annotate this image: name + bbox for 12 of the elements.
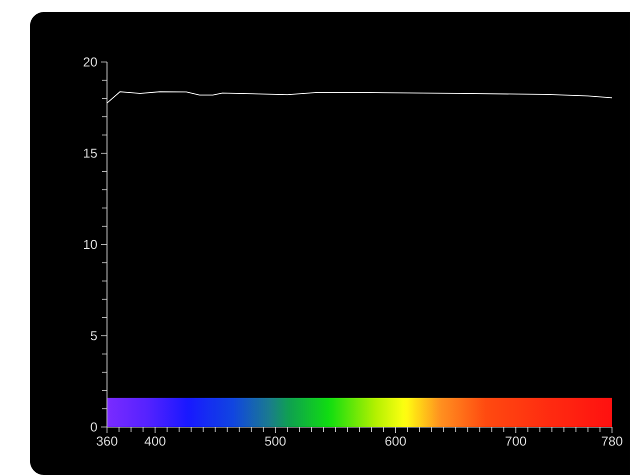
y-tick-label: 15 [84, 148, 97, 158]
x-tick-label: 700 [506, 436, 526, 446]
x-tick-label: 600 [385, 436, 406, 446]
y-tick-label: 0 [90, 422, 97, 432]
y-tick-label: 10 [84, 240, 97, 250]
x-tick-label: 400 [144, 436, 166, 446]
x-tick-label: 780 [602, 436, 622, 446]
y-tick-label: 20 [84, 57, 97, 67]
x-tick-label: 360 [96, 436, 118, 446]
x-tick-label: 500 [265, 436, 286, 446]
y-tick-label: 5 [90, 331, 97, 340]
line-series [106, 91, 612, 104]
